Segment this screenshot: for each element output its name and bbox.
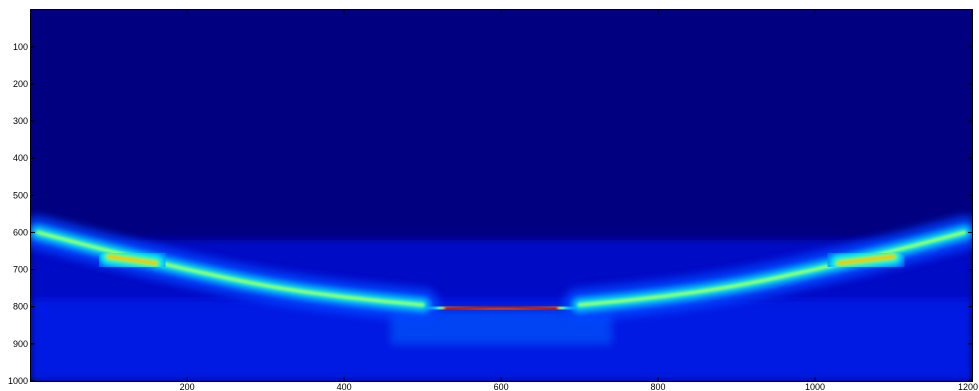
y-tick-label: 600: [13, 227, 28, 237]
x-tick-label: 800: [651, 382, 666, 391]
x-tick-label: 1200: [958, 382, 978, 391]
y-tick-label: 100: [13, 42, 28, 52]
y-tick-label: 200: [13, 79, 28, 89]
y-tick-label: 500: [13, 190, 28, 200]
center-band: [429, 290, 573, 326]
y-tick-label: 1000: [8, 376, 28, 386]
axes: 200 400 600 800 1000 1200 100 200 300 400 500 600 70…: [8, 10, 978, 391]
y-tick-label: 800: [13, 302, 28, 312]
x-tick-label: 600: [494, 382, 509, 391]
x-tick-label: 400: [337, 382, 352, 391]
y-tick-label: 300: [13, 116, 28, 126]
x-tick-label: 200: [180, 382, 195, 391]
x-tick-label: 1000: [805, 382, 825, 391]
heat-layer: [31, 215, 972, 381]
y-tick-label: 700: [13, 265, 28, 275]
y-tick-label: 900: [13, 339, 28, 349]
right-hotspot: [821, 239, 911, 281]
y-tick-label: 400: [13, 153, 28, 163]
left-hotspot: [91, 239, 173, 281]
